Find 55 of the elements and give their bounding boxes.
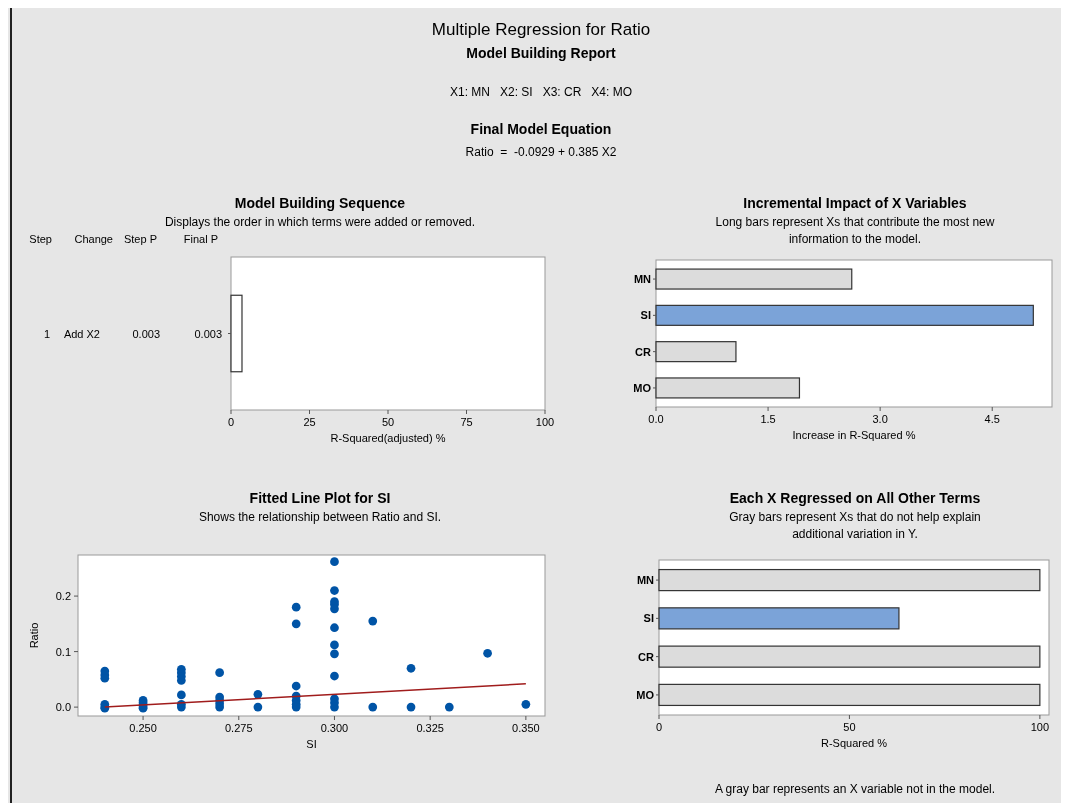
text: Change [74, 233, 113, 245]
x-axis-title: R-Squared(adjusted) % [330, 432, 446, 444]
x-tick-label: 3.0 [872, 413, 888, 425]
x-axis-title: R-Squared % [820, 737, 888, 749]
chart-subtitle: Gray bars represent Xs that do not help explain additional variation in Y. [729, 510, 981, 541]
chart-title: Incremental Impact of X Variables [743, 195, 967, 211]
chart-title: Fitted Line Plot for SI [249, 490, 391, 506]
x-tick-label: 0.325 [416, 722, 444, 734]
chart-subtitle: Shows the relationship between Ratio and SI. [198, 510, 442, 524]
text: Ratio = -0.0929 + 0.385 X2 [465, 145, 617, 159]
x-tick-label: 0.300 [320, 722, 349, 734]
text: Model Building Report [466, 45, 616, 61]
y-tick-label: 0.1 [55, 645, 71, 658]
x-axis-title: SI [306, 738, 317, 750]
chart-subtitle: Long bars represent Xs that contribute the most new information to the model. [715, 215, 995, 246]
text: 0.003 [132, 327, 160, 340]
x-axis-title: Increase in R-Squared % [792, 429, 916, 441]
y-axis-title: Ratio [28, 622, 40, 649]
y-tick-label: MO [633, 381, 652, 394]
x-tick-label: 0.350 [512, 722, 540, 734]
y-tick-label: 0.0 [55, 701, 71, 714]
text: 0.003 [194, 327, 222, 340]
y-tick-label: 0.2 [55, 590, 71, 603]
y-tick-label: MN [633, 273, 652, 286]
text: Final Model Equation [470, 121, 612, 137]
y-tick-label: SI [640, 309, 651, 322]
x-tick-label: 0 [227, 416, 235, 428]
x-tick-label: 25 [303, 416, 316, 428]
chart-title: Each X Regressed on All Other Terms [729, 490, 981, 506]
y-tick-label: CR [638, 650, 655, 663]
x-tick-label: 0.250 [129, 722, 157, 734]
x-tick-label: 0 [655, 721, 663, 733]
text: X1: MN X2: SI X3: CR X4: MO [449, 85, 633, 99]
x-tick-label: 4.5 [984, 413, 1000, 425]
y-tick-label: MN [636, 574, 655, 587]
chart-title: Model Building Sequence [234, 195, 406, 211]
text: A gray bar represents an X variable not in the model. [714, 782, 996, 796]
text: Add X2 [63, 327, 100, 340]
text: Step [29, 233, 52, 245]
y-tick-label: SI [643, 612, 654, 625]
y-tick-label: CR [635, 345, 652, 358]
text: Multiple Regression for Ratio [431, 20, 651, 39]
text: 1 [43, 327, 50, 340]
x-tick-label: 100 [1030, 721, 1050, 733]
text: Step P [123, 233, 157, 245]
chart-subtitle: Displays the order in which terms were added or removed. [164, 215, 476, 229]
text: Final P [183, 233, 218, 245]
x-tick-label: 100 [535, 416, 555, 428]
x-tick-label: 0.275 [225, 722, 253, 734]
x-tick-label: 50 [381, 416, 395, 428]
x-tick-label: 50 [843, 721, 856, 733]
x-tick-label: 1.5 [760, 413, 776, 425]
x-tick-label: 0.0 [648, 413, 664, 425]
y-tick-label: MO [636, 688, 655, 701]
x-tick-label: 75 [460, 416, 473, 428]
